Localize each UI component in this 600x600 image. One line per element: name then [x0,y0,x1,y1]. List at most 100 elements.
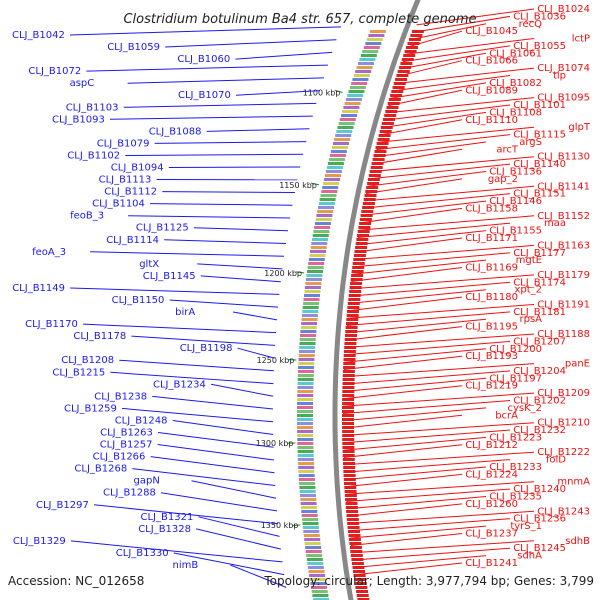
gene-label: CLJ_B1208 [61,355,114,366]
label-leader [237,347,275,359]
label-leader [121,407,274,423]
label-leader [345,473,463,488]
annotation-block [306,274,323,277]
label-leader [119,359,274,372]
annotation-block [309,578,326,581]
forward-gene-block [346,318,359,321]
label-leader [131,335,276,346]
label-leader [70,287,280,295]
forward-gene-block [395,78,408,81]
forward-gene-block [404,50,417,53]
label-leader [342,400,511,414]
gene-label: argS [519,137,542,148]
annotation-block [298,470,315,473]
forward-gene-block [387,102,400,105]
gene-label: CLJ_B1198 [180,343,233,354]
forward-gene-block [342,374,355,377]
gene-label: CLJ_B1268 [74,464,127,475]
label-leader [150,456,275,474]
label-leader [374,141,487,158]
label-leader [386,97,535,114]
forward-gene-block [344,482,356,485]
annotation-block [301,514,318,517]
label-leader [109,115,313,120]
annotation-block [300,326,317,329]
annotation-block [299,346,316,349]
annotation-block [312,234,329,237]
label-leader [127,77,324,84]
annotation-block [329,154,346,157]
gene-label: CLJ_B1130 [537,152,590,163]
annotation-block [305,550,322,553]
gene-label: CLJ_B1181 [513,307,566,318]
label-leader [191,480,277,499]
annotation-block [298,362,315,365]
label-leader [342,407,487,422]
annotation-block [299,482,316,485]
annotation-block [316,214,333,217]
genome-backbone [332,0,421,600]
gene-label: CLJ_B1232 [513,425,566,436]
forward-gene-block [374,150,387,153]
annotation-block [298,478,315,481]
forward-gene-block [352,266,365,269]
forward-gene-block [342,370,355,373]
label-leader [172,420,274,435]
label-leader [343,370,511,385]
gene-label: CLJ_B1072 [28,66,81,77]
label-leader [372,148,463,165]
gene-label: mgtE [516,255,542,266]
label-leader [343,385,463,400]
gene-label: CLJ_B1101 [513,100,566,111]
label-leader [356,230,487,246]
forward-gene-block [342,402,355,405]
gene-label: CLJ_B1110 [465,115,518,126]
label-leader [351,540,535,554]
annotation-block [300,498,317,501]
tick-label: 1250 kbp [257,356,295,365]
forward-gene-block [381,122,394,125]
label-leader [380,119,463,136]
annotation-block [297,422,313,425]
label-leader [390,82,487,99]
label-leader [348,510,535,524]
gene-label: CLJ_B1237 [465,529,518,540]
forward-gene-block [343,358,356,361]
gene-label: CLJ_B1036 [513,11,566,22]
label-leader [388,89,463,107]
gene-label: CLJ_B1102 [67,151,120,162]
gene-label: CLJ_B1193 [465,351,518,362]
label-leader [357,222,511,238]
annotation-block [325,170,342,173]
annotation-block [299,490,316,493]
label-leader [348,289,487,304]
forward-gene-block [348,538,361,541]
annotation-block [303,298,320,301]
annotation-block [303,302,320,305]
gene-label: CLJ_B1243 [537,506,590,517]
gene-label: CLJ_B1245 [513,543,566,554]
label-leader [162,191,295,193]
forward-gene-block [342,430,355,433]
annotation-block [307,266,324,269]
forward-gene-block [384,114,397,117]
forward-gene-block [346,518,359,521]
annotation-block [301,322,318,325]
gene-label: CLJ_B1197 [489,373,542,384]
gene-label: CLJ_B1177 [513,248,566,259]
annotation-block [312,238,328,241]
label-leader [410,23,487,41]
gene-label: CLJ_B1140 [513,159,566,170]
forward-gene-block [348,534,361,537]
forward-gene-block [347,306,360,309]
gene-label: CLJ_B1209 [537,388,590,399]
annotation-block [312,594,329,597]
forward-gene-block [342,454,355,457]
annotation-block [308,258,325,261]
label-leader [348,296,463,312]
gene-label: CLJ_B1212 [465,440,518,451]
annotation-block [297,398,314,401]
label-leader [128,215,291,219]
forward-gene-block [362,202,375,205]
forward-gene-block [361,210,374,213]
